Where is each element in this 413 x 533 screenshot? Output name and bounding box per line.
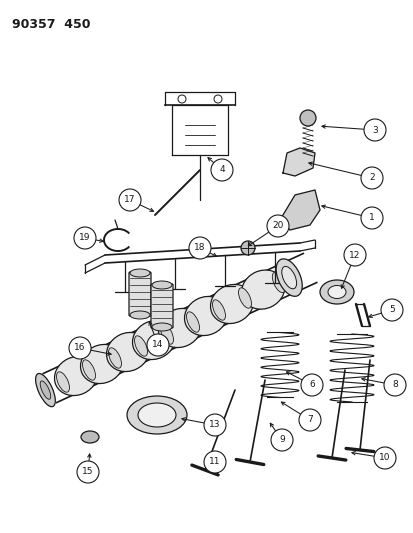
Polygon shape: [282, 148, 314, 176]
Circle shape: [204, 451, 225, 473]
Circle shape: [204, 414, 225, 436]
FancyBboxPatch shape: [129, 272, 151, 316]
Ellipse shape: [327, 286, 345, 298]
Ellipse shape: [55, 357, 97, 395]
Text: 19: 19: [79, 233, 90, 243]
Ellipse shape: [210, 285, 253, 324]
Circle shape: [266, 215, 288, 237]
Circle shape: [383, 374, 405, 396]
Ellipse shape: [127, 396, 187, 434]
Text: 13: 13: [209, 421, 220, 430]
Circle shape: [211, 159, 233, 181]
Text: 14: 14: [152, 341, 163, 350]
Ellipse shape: [132, 320, 175, 360]
FancyBboxPatch shape: [151, 284, 173, 328]
Ellipse shape: [241, 270, 284, 309]
Text: 12: 12: [349, 251, 360, 260]
Circle shape: [240, 241, 254, 255]
Text: 3: 3: [371, 125, 377, 134]
Circle shape: [360, 207, 382, 229]
Text: 1: 1: [368, 214, 374, 222]
Ellipse shape: [238, 288, 251, 308]
Ellipse shape: [138, 403, 176, 427]
Ellipse shape: [108, 348, 121, 368]
Ellipse shape: [40, 381, 51, 399]
Ellipse shape: [106, 333, 149, 372]
Ellipse shape: [281, 266, 296, 289]
Text: 6: 6: [309, 381, 314, 390]
Text: 90357  450: 90357 450: [12, 18, 90, 31]
Text: 5: 5: [388, 305, 394, 314]
Text: 10: 10: [378, 454, 390, 463]
Ellipse shape: [134, 336, 147, 356]
Ellipse shape: [130, 311, 150, 319]
Text: 11: 11: [209, 457, 220, 466]
Circle shape: [360, 167, 382, 189]
Text: 16: 16: [74, 343, 85, 352]
Ellipse shape: [160, 324, 173, 344]
Ellipse shape: [272, 272, 285, 293]
Ellipse shape: [184, 296, 227, 336]
Circle shape: [69, 337, 91, 359]
Ellipse shape: [152, 323, 171, 331]
Circle shape: [298, 409, 320, 431]
Ellipse shape: [130, 269, 150, 277]
Ellipse shape: [57, 372, 69, 392]
Ellipse shape: [212, 300, 225, 320]
Text: 9: 9: [278, 435, 284, 445]
Ellipse shape: [275, 259, 301, 296]
Circle shape: [189, 237, 211, 259]
Circle shape: [147, 334, 169, 356]
Ellipse shape: [186, 312, 199, 332]
Ellipse shape: [152, 281, 171, 289]
Text: 20: 20: [272, 222, 283, 230]
Ellipse shape: [36, 374, 55, 407]
Text: 8: 8: [391, 381, 397, 390]
Text: 18: 18: [194, 244, 205, 253]
Circle shape: [343, 244, 365, 266]
Circle shape: [119, 189, 141, 211]
Circle shape: [271, 429, 292, 451]
Ellipse shape: [82, 360, 95, 380]
Text: 7: 7: [306, 416, 312, 424]
Text: 17: 17: [124, 196, 135, 205]
Text: 2: 2: [368, 174, 374, 182]
Circle shape: [300, 374, 322, 396]
Text: 15: 15: [82, 467, 93, 477]
Polygon shape: [279, 190, 319, 230]
Circle shape: [74, 227, 96, 249]
Circle shape: [380, 299, 402, 321]
Ellipse shape: [81, 431, 99, 443]
Circle shape: [373, 447, 395, 469]
Circle shape: [77, 461, 99, 483]
Ellipse shape: [319, 280, 353, 304]
Ellipse shape: [158, 309, 201, 348]
Circle shape: [299, 110, 315, 126]
Text: 4: 4: [218, 166, 224, 174]
Ellipse shape: [80, 344, 123, 384]
Circle shape: [363, 119, 385, 141]
